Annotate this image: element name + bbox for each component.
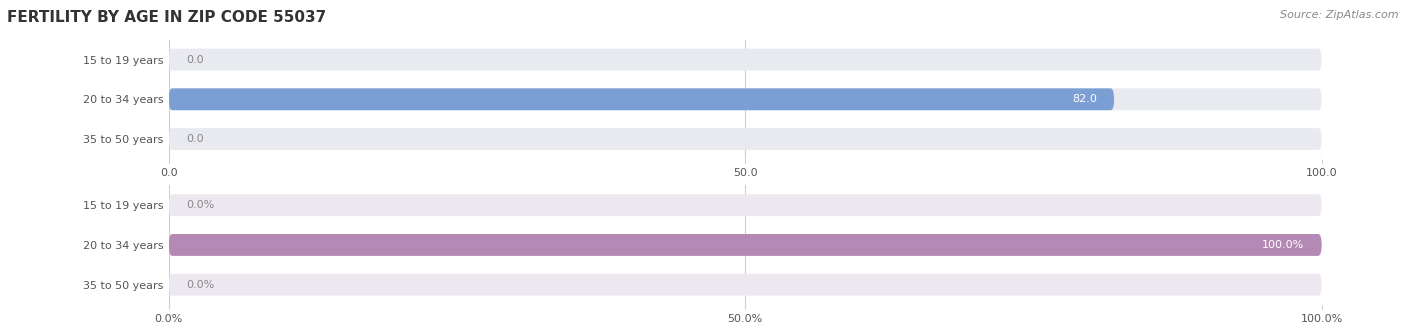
FancyBboxPatch shape: [169, 234, 1322, 256]
FancyBboxPatch shape: [169, 234, 1322, 256]
Text: 0.0%: 0.0%: [186, 200, 214, 210]
FancyBboxPatch shape: [169, 88, 1322, 110]
FancyBboxPatch shape: [169, 49, 1322, 71]
Text: 82.0: 82.0: [1071, 94, 1097, 104]
Text: 0.0: 0.0: [186, 134, 204, 144]
Text: 100.0%: 100.0%: [1263, 240, 1305, 250]
Text: Source: ZipAtlas.com: Source: ZipAtlas.com: [1281, 10, 1399, 20]
FancyBboxPatch shape: [169, 194, 1322, 216]
Text: 0.0%: 0.0%: [186, 280, 214, 290]
FancyBboxPatch shape: [169, 88, 1114, 110]
FancyBboxPatch shape: [169, 274, 1322, 296]
Text: 0.0: 0.0: [186, 55, 204, 65]
FancyBboxPatch shape: [169, 128, 1322, 150]
Text: FERTILITY BY AGE IN ZIP CODE 55037: FERTILITY BY AGE IN ZIP CODE 55037: [7, 10, 326, 25]
